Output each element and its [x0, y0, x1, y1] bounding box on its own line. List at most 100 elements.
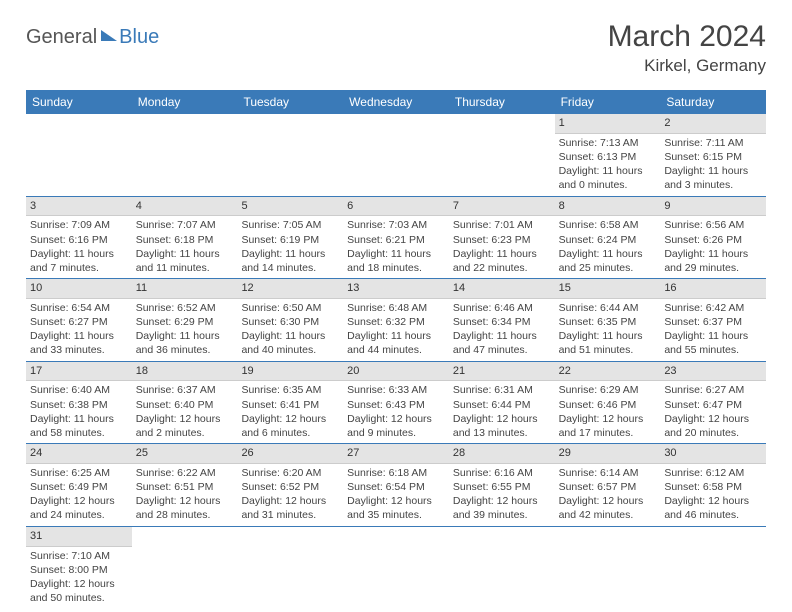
day-cell: 15Sunrise: 6:44 AMSunset: 6:35 PMDayligh…: [555, 279, 661, 361]
sunset-text: Sunset: 6:34 PM: [453, 315, 551, 329]
sunset-text: Sunset: 6:24 PM: [559, 233, 657, 247]
day-cell: 7Sunrise: 7:01 AMSunset: 6:23 PMDaylight…: [449, 197, 555, 279]
week-row: 1Sunrise: 7:13 AMSunset: 6:13 PMDaylight…: [26, 114, 766, 197]
daylight-text: Daylight: 11 hours and 55 minutes.: [664, 329, 762, 357]
daylight-text: Daylight: 12 hours and 13 minutes.: [453, 412, 551, 440]
day-cell: 21Sunrise: 6:31 AMSunset: 6:44 PMDayligh…: [449, 362, 555, 444]
day-details: Sunrise: 6:37 AMSunset: 6:40 PMDaylight:…: [132, 383, 238, 443]
daylight-text: Daylight: 11 hours and 0 minutes.: [559, 164, 657, 192]
day-number: 24: [26, 444, 132, 464]
day-cell: 1Sunrise: 7:13 AMSunset: 6:13 PMDaylight…: [555, 114, 661, 196]
day-cell: 30Sunrise: 6:12 AMSunset: 6:58 PMDayligh…: [660, 444, 766, 526]
sunset-text: Sunset: 6:49 PM: [30, 480, 128, 494]
day-cell: 14Sunrise: 6:46 AMSunset: 6:34 PMDayligh…: [449, 279, 555, 361]
day-cell: 24Sunrise: 6:25 AMSunset: 6:49 PMDayligh…: [26, 444, 132, 526]
day-number: 29: [555, 444, 661, 464]
day-details: Sunrise: 6:58 AMSunset: 6:24 PMDaylight:…: [555, 218, 661, 278]
day-number: 22: [555, 362, 661, 382]
sunset-text: Sunset: 6:13 PM: [559, 150, 657, 164]
logo-text-2: Blue: [119, 26, 159, 49]
title-block: March 2024 Kirkel, Germany: [608, 20, 766, 76]
day-cell: 29Sunrise: 6:14 AMSunset: 6:57 PMDayligh…: [555, 444, 661, 526]
day-details: Sunrise: 6:40 AMSunset: 6:38 PMDaylight:…: [26, 383, 132, 443]
day-cell: 13Sunrise: 6:48 AMSunset: 6:32 PMDayligh…: [343, 279, 449, 361]
day-number: 27: [343, 444, 449, 464]
sunrise-text: Sunrise: 6:48 AM: [347, 301, 445, 315]
day-number: 28: [449, 444, 555, 464]
sunset-text: Sunset: 6:19 PM: [241, 233, 339, 247]
day-number: 8: [555, 197, 661, 217]
day-cell: 12Sunrise: 6:50 AMSunset: 6:30 PMDayligh…: [237, 279, 343, 361]
day-details: Sunrise: 6:27 AMSunset: 6:47 PMDaylight:…: [660, 383, 766, 443]
day-cell: [555, 527, 661, 609]
sunset-text: Sunset: 6:52 PM: [241, 480, 339, 494]
daylight-text: Daylight: 11 hours and 7 minutes.: [30, 247, 128, 275]
day-details: Sunrise: 6:42 AMSunset: 6:37 PMDaylight:…: [660, 301, 766, 361]
day-cell: 5Sunrise: 7:05 AMSunset: 6:19 PMDaylight…: [237, 197, 343, 279]
day-details: Sunrise: 7:10 AMSunset: 8:00 PMDaylight:…: [26, 549, 132, 609]
sunrise-text: Sunrise: 6:40 AM: [30, 383, 128, 397]
day-cell: 10Sunrise: 6:54 AMSunset: 6:27 PMDayligh…: [26, 279, 132, 361]
day-cell: 2Sunrise: 7:11 AMSunset: 6:15 PMDaylight…: [660, 114, 766, 196]
day-cell: 9Sunrise: 6:56 AMSunset: 6:26 PMDaylight…: [660, 197, 766, 279]
sunset-text: Sunset: 6:58 PM: [664, 480, 762, 494]
sunrise-text: Sunrise: 6:46 AM: [453, 301, 551, 315]
day-details: Sunrise: 7:13 AMSunset: 6:13 PMDaylight:…: [555, 136, 661, 196]
daylight-text: Daylight: 11 hours and 40 minutes.: [241, 329, 339, 357]
sunrise-text: Sunrise: 7:01 AM: [453, 218, 551, 232]
day-details: Sunrise: 7:11 AMSunset: 6:15 PMDaylight:…: [660, 136, 766, 196]
day-header-row: SundayMondayTuesdayWednesdayThursdayFrid…: [26, 90, 766, 114]
sunrise-text: Sunrise: 6:12 AM: [664, 466, 762, 480]
day-cell: 3Sunrise: 7:09 AMSunset: 6:16 PMDaylight…: [26, 197, 132, 279]
daylight-text: Daylight: 12 hours and 17 minutes.: [559, 412, 657, 440]
sunrise-text: Sunrise: 6:18 AM: [347, 466, 445, 480]
week-row: 17Sunrise: 6:40 AMSunset: 6:38 PMDayligh…: [26, 362, 766, 445]
day-cell: 16Sunrise: 6:42 AMSunset: 6:37 PMDayligh…: [660, 279, 766, 361]
day-header-cell: Wednesday: [343, 90, 449, 114]
sunrise-text: Sunrise: 7:09 AM: [30, 218, 128, 232]
day-details: Sunrise: 6:29 AMSunset: 6:46 PMDaylight:…: [555, 383, 661, 443]
daylight-text: Daylight: 12 hours and 28 minutes.: [136, 494, 234, 522]
daylight-text: Daylight: 11 hours and 11 minutes.: [136, 247, 234, 275]
sunrise-text: Sunrise: 6:58 AM: [559, 218, 657, 232]
day-cell: [343, 114, 449, 196]
daylight-text: Daylight: 12 hours and 42 minutes.: [559, 494, 657, 522]
day-cell: 17Sunrise: 6:40 AMSunset: 6:38 PMDayligh…: [26, 362, 132, 444]
sunset-text: Sunset: 6:41 PM: [241, 398, 339, 412]
sunrise-text: Sunrise: 7:13 AM: [559, 136, 657, 150]
day-number: 18: [132, 362, 238, 382]
day-number: 25: [132, 444, 238, 464]
day-cell: 28Sunrise: 6:16 AMSunset: 6:55 PMDayligh…: [449, 444, 555, 526]
week-row: 24Sunrise: 6:25 AMSunset: 6:49 PMDayligh…: [26, 444, 766, 527]
sunset-text: Sunset: 6:47 PM: [664, 398, 762, 412]
sunset-text: Sunset: 6:29 PM: [136, 315, 234, 329]
sunrise-text: Sunrise: 6:50 AM: [241, 301, 339, 315]
day-header-cell: Friday: [555, 90, 661, 114]
day-header-cell: Thursday: [449, 90, 555, 114]
sunrise-text: Sunrise: 7:03 AM: [347, 218, 445, 232]
day-details: Sunrise: 6:22 AMSunset: 6:51 PMDaylight:…: [132, 466, 238, 526]
day-number: 14: [449, 279, 555, 299]
sunset-text: Sunset: 6:57 PM: [559, 480, 657, 494]
day-cell: [132, 527, 238, 609]
day-details: Sunrise: 6:48 AMSunset: 6:32 PMDaylight:…: [343, 301, 449, 361]
day-number: 12: [237, 279, 343, 299]
day-header-cell: Monday: [132, 90, 238, 114]
day-details: Sunrise: 6:12 AMSunset: 6:58 PMDaylight:…: [660, 466, 766, 526]
day-number: 10: [26, 279, 132, 299]
sunset-text: Sunset: 6:37 PM: [664, 315, 762, 329]
sunrise-text: Sunrise: 7:10 AM: [30, 549, 128, 563]
day-details: Sunrise: 6:14 AMSunset: 6:57 PMDaylight:…: [555, 466, 661, 526]
daylight-text: Daylight: 11 hours and 29 minutes.: [664, 247, 762, 275]
sunset-text: Sunset: 6:55 PM: [453, 480, 551, 494]
header: General Blue March 2024 Kirkel, Germany: [26, 20, 766, 76]
daylight-text: Daylight: 11 hours and 14 minutes.: [241, 247, 339, 275]
sunset-text: Sunset: 6:16 PM: [30, 233, 128, 247]
sunset-text: Sunset: 6:26 PM: [664, 233, 762, 247]
sunrise-text: Sunrise: 6:22 AM: [136, 466, 234, 480]
day-number: 4: [132, 197, 238, 217]
sunset-text: Sunset: 6:54 PM: [347, 480, 445, 494]
daylight-text: Daylight: 12 hours and 2 minutes.: [136, 412, 234, 440]
day-details: Sunrise: 6:44 AMSunset: 6:35 PMDaylight:…: [555, 301, 661, 361]
day-details: Sunrise: 6:35 AMSunset: 6:41 PMDaylight:…: [237, 383, 343, 443]
